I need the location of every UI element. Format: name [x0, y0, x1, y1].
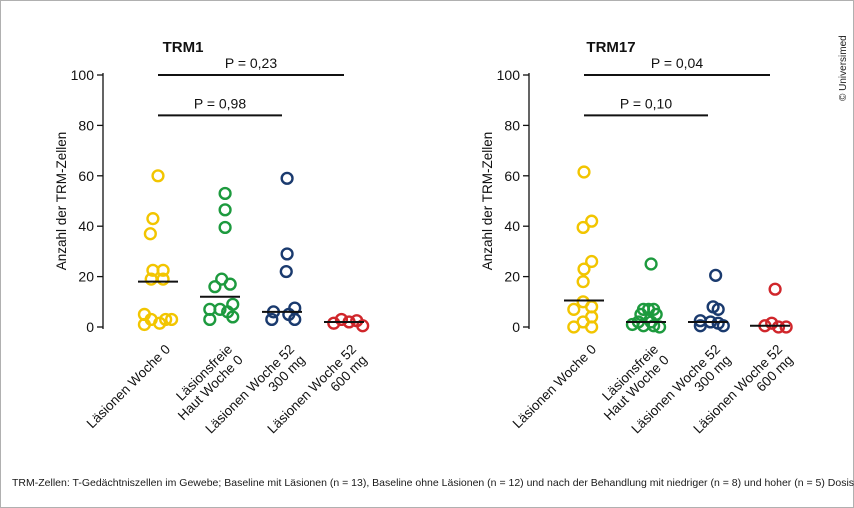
data-point — [218, 186, 232, 201]
y-tick-label: 80 — [504, 117, 520, 133]
data-point — [779, 320, 793, 334]
data-point — [709, 268, 723, 282]
data-point — [280, 247, 294, 261]
data-point — [265, 312, 279, 327]
significance-label: P = 0,04 — [651, 55, 704, 71]
data-point — [356, 319, 370, 333]
data-point — [218, 220, 232, 235]
data-point — [711, 302, 725, 316]
category-label-line: Läsionen Woche 0 — [510, 342, 600, 432]
data-point — [647, 319, 661, 333]
data-point — [143, 227, 157, 241]
data-point — [334, 312, 349, 327]
y-tick-label: 0 — [512, 319, 520, 335]
chart-title: TRM17 — [586, 39, 635, 56]
data-point — [576, 275, 590, 289]
data-point — [576, 220, 590, 235]
y-tick-label: 20 — [504, 269, 520, 285]
data-point — [693, 319, 707, 333]
data-point — [213, 302, 227, 316]
data-point — [280, 171, 294, 185]
data-point — [223, 277, 237, 291]
data-point — [153, 316, 167, 330]
data-point — [567, 320, 581, 334]
data-point — [577, 165, 591, 179]
data-point — [151, 169, 165, 183]
data-point — [768, 282, 782, 296]
data-point — [567, 302, 581, 316]
data-point — [644, 257, 658, 271]
data-point — [585, 254, 599, 269]
data-point — [585, 320, 599, 334]
credit-text: © Universimed — [838, 35, 849, 101]
data-point — [716, 319, 730, 333]
data-point — [585, 214, 599, 228]
y-tick-label: 0 — [86, 319, 94, 335]
y-tick-label: 20 — [78, 269, 94, 285]
data-point — [165, 312, 179, 327]
y-tick-label: 40 — [78, 218, 94, 234]
data-point — [146, 212, 160, 226]
data-point — [218, 203, 232, 217]
y-tick-label: 80 — [78, 117, 94, 133]
data-point — [156, 272, 170, 286]
data-point — [765, 316, 779, 330]
y-axis-label: Anzahl der TRM-Zellen — [480, 132, 495, 271]
category-label: Läsionen Woche 0 — [84, 342, 174, 432]
significance-label: P = 0,23 — [225, 55, 278, 71]
footnote: TRM-Zellen: T-Gedächtniszellen im Gewebe… — [12, 477, 854, 489]
significance-label: P = 0,10 — [620, 95, 673, 111]
data-point — [226, 310, 240, 324]
credit-container: © Universimed — [824, 25, 849, 105]
y-tick-label: 100 — [497, 67, 521, 83]
category-label-line: Läsionen Woche 0 — [84, 342, 174, 432]
y-axis-label: Anzahl der TRM-Zellen — [54, 132, 69, 271]
data-point — [203, 312, 217, 327]
y-tick-label: 100 — [71, 67, 95, 83]
category-label: Läsionen Woche 0 — [510, 342, 600, 432]
y-tick-label: 60 — [504, 168, 520, 184]
data-point — [208, 280, 222, 294]
data-point — [577, 262, 591, 276]
data-point — [279, 264, 293, 279]
data-point — [288, 312, 302, 327]
data-point — [156, 263, 170, 277]
data-point — [771, 320, 786, 334]
significance-label: P = 0,98 — [194, 95, 247, 111]
y-tick-label: 60 — [78, 168, 94, 184]
y-tick-label: 40 — [504, 218, 520, 234]
chart-title: TRM1 — [163, 39, 204, 56]
data-point — [137, 317, 152, 332]
